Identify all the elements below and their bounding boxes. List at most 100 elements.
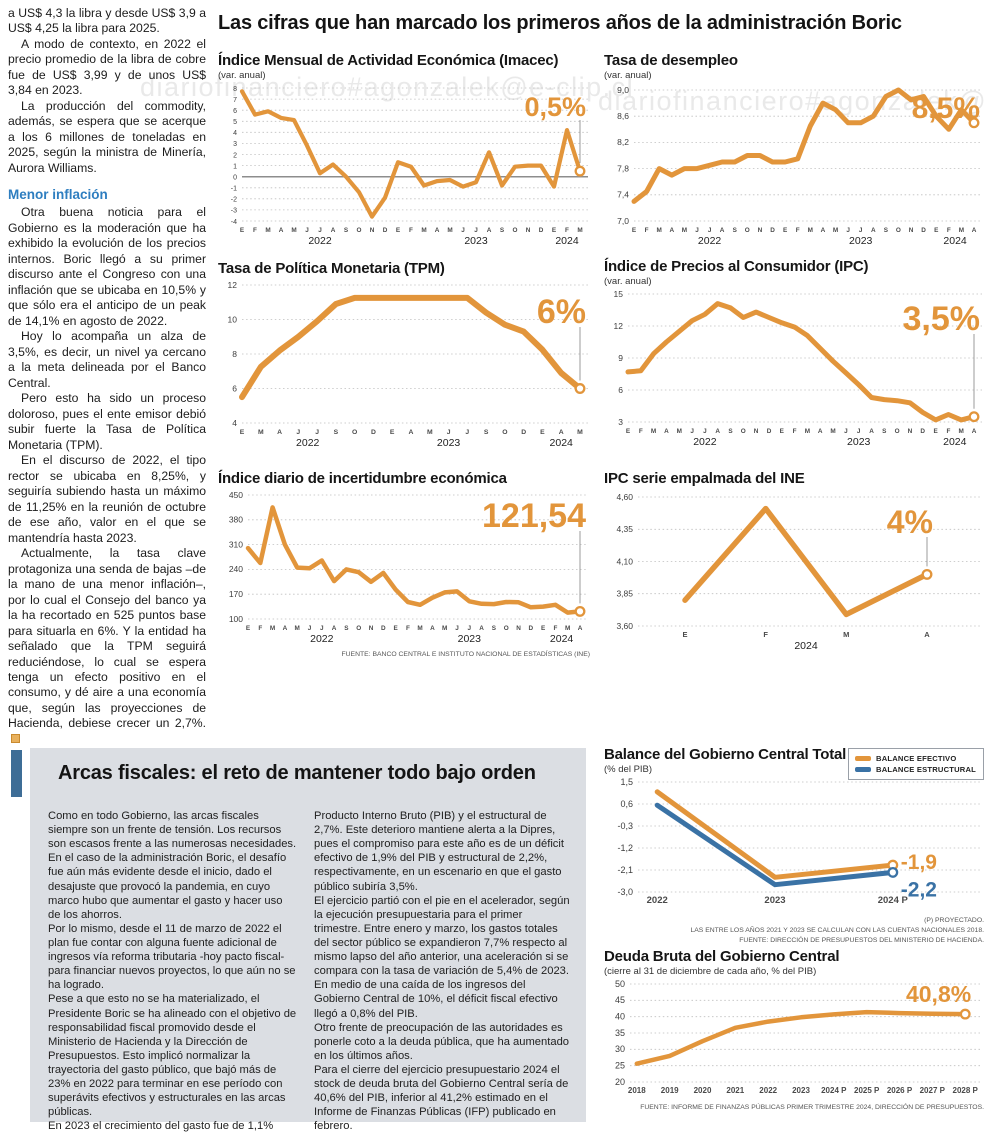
svg-text:D: D <box>770 227 775 234</box>
svg-text:F: F <box>409 227 413 234</box>
svg-text:-3: -3 <box>231 208 237 215</box>
svg-text:121,54: 121,54 <box>482 497 586 535</box>
section-heading-menor-inflacion: Menor inflación <box>8 187 108 203</box>
svg-text:S: S <box>344 625 349 632</box>
chart-canvas: 4,60 4,35 4,10 3,85 3,60 E F M A 2024 4% <box>604 487 984 657</box>
svg-text:J: J <box>315 429 319 436</box>
chart-source: FUENTE: BANCO CENTRAL E INSTITUTO NACION… <box>341 651 591 658</box>
svg-text:E: E <box>934 227 939 234</box>
svg-text:M: M <box>258 429 264 436</box>
svg-text:A: A <box>487 227 492 234</box>
paragraph: Como en todo Gobierno, las arcas fiscale… <box>48 810 297 921</box>
svg-text:2023: 2023 <box>847 436 871 448</box>
svg-text:S: S <box>484 429 489 436</box>
svg-text:E: E <box>393 625 398 632</box>
svg-text:40: 40 <box>615 1012 625 1022</box>
svg-text:D: D <box>921 227 926 234</box>
svg-text:F: F <box>258 625 262 632</box>
svg-text:M: M <box>291 227 296 234</box>
svg-text:A: A <box>871 227 876 234</box>
chart-balance: Balance del Gobierno Central Total (% de… <box>604 746 984 946</box>
svg-text:A: A <box>559 429 564 436</box>
svg-text:2024: 2024 <box>550 633 574 645</box>
svg-text:7: 7 <box>233 97 237 104</box>
svg-text:9,0: 9,0 <box>617 85 629 95</box>
svg-text:3,60: 3,60 <box>616 621 633 631</box>
svg-text:O: O <box>513 227 518 234</box>
svg-text:0,5%: 0,5% <box>524 92 586 122</box>
svg-text:0: 0 <box>233 175 237 182</box>
svg-text:M: M <box>651 428 656 435</box>
svg-text:F: F <box>406 625 410 632</box>
svg-text:J: J <box>465 429 469 436</box>
svg-text:F: F <box>553 625 557 632</box>
svg-text:N: N <box>909 227 914 234</box>
svg-text:A: A <box>283 625 288 632</box>
svg-text:7,4: 7,4 <box>617 190 629 200</box>
svg-text:O: O <box>352 429 357 436</box>
svg-text:A: A <box>924 630 930 639</box>
svg-text:2023: 2023 <box>458 633 482 645</box>
paragraph: En 2023 el crecimiento del gasto fue de … <box>48 1120 274 1133</box>
svg-text:M: M <box>959 428 964 435</box>
svg-text:M: M <box>805 428 810 435</box>
svg-text:N: N <box>370 227 375 234</box>
svg-text:2024: 2024 <box>550 437 574 449</box>
chart-ipc-ine: IPC serie empalmada del INE 4,60 4,35 4,10… <box>604 470 984 657</box>
svg-text:F: F <box>565 227 569 234</box>
article-paragraphs-bottom: Otra buena noticia para el Gobierno es l… <box>8 205 206 747</box>
paragraph: Producto Interno Bruto (PIB) y el estruc… <box>314 810 564 893</box>
balance-notes: (P) PROYECTADO. LAS ENTRE LOS AÑOS 2021 Y… <box>604 916 984 946</box>
svg-text:O: O <box>745 227 750 234</box>
fiscal-heading: Arcas fiscales: el reto de mantener todo… <box>58 762 536 784</box>
svg-text:A: A <box>435 227 440 234</box>
svg-text:F: F <box>763 630 768 639</box>
svg-text:D: D <box>521 429 526 436</box>
svg-text:S: S <box>733 227 738 234</box>
svg-text:S: S <box>334 429 339 436</box>
svg-text:9: 9 <box>618 353 623 363</box>
paragraph: Por lo mismo, desde el 11 de marzo de 20… <box>48 922 296 992</box>
svg-text:S: S <box>500 227 505 234</box>
svg-text:2024: 2024 <box>943 436 967 448</box>
svg-text:380: 380 <box>229 515 243 525</box>
svg-text:2024: 2024 <box>943 235 967 247</box>
svg-text:N: N <box>908 428 913 435</box>
chart-subtitle: (% del PIB) <box>604 764 653 775</box>
svg-text:J: J <box>461 227 465 234</box>
chart-subtitle: (var. anual) <box>604 70 652 81</box>
svg-text:20: 20 <box>615 1077 625 1087</box>
svg-text:E: E <box>246 625 251 632</box>
fiscal-column-2: Producto Interno Bruto (PIB) y el estruc… <box>314 809 570 1133</box>
svg-text:4,35: 4,35 <box>616 524 633 534</box>
svg-text:S: S <box>882 428 887 435</box>
paragraph: A modo de contexto, en 2022 el precio pr… <box>8 36 206 98</box>
svg-text:A: A <box>430 625 435 632</box>
svg-text:6: 6 <box>618 385 623 395</box>
paragraph: La producción del commodity, además, se … <box>8 98 206 175</box>
chart-canvas: 50 45 40 35 30 25 20 2018 2019 2020 2021 2022 2023 20… <box>604 978 984 1103</box>
svg-text:E: E <box>626 428 631 435</box>
svg-text:J: J <box>474 227 478 234</box>
article-end-mark-icon <box>11 733 20 743</box>
paragraph: Otra buena noticia para el Gobierno es l… <box>8 205 206 328</box>
svg-text:100: 100 <box>229 614 243 624</box>
chart-canvas: 1,5 0,6 -0,3 -1,2 -2,1 -3,0 2022 2023 2024 P -1,9… <box>604 776 984 913</box>
svg-text:4: 4 <box>233 130 237 137</box>
chart-canvas: 8 7 6 5 4 3 2 1 0 -1 -2 -3 -4 E F M A M J J A S O N D E F M A M J J A S O N… <box>218 82 590 252</box>
svg-text:S: S <box>728 428 733 435</box>
svg-text:J: J <box>296 429 300 436</box>
svg-text:M: M <box>577 227 582 234</box>
chart-deuda: Deuda Bruta del Gobierno Central (cierre… <box>604 948 984 1111</box>
svg-text:M: M <box>265 227 270 234</box>
chart-canvas: 450 380 310 240 170 100 E F M A M J J A S O N D E F M A M J J A S O… <box>218 487 590 650</box>
svg-text:F: F <box>946 428 950 435</box>
chart-title: Índice Mensual de Actividad Económica (I… <box>218 52 559 69</box>
svg-text:12: 12 <box>614 321 624 331</box>
svg-text:2026 P: 2026 P <box>887 1086 913 1095</box>
svg-text:2020: 2020 <box>694 1086 712 1095</box>
svg-text:2022: 2022 <box>308 235 332 247</box>
svg-text:F: F <box>639 428 643 435</box>
svg-text:7,8: 7,8 <box>617 163 629 173</box>
paragraph: El ejercicio partió con el pie en el ace… <box>314 894 570 978</box>
